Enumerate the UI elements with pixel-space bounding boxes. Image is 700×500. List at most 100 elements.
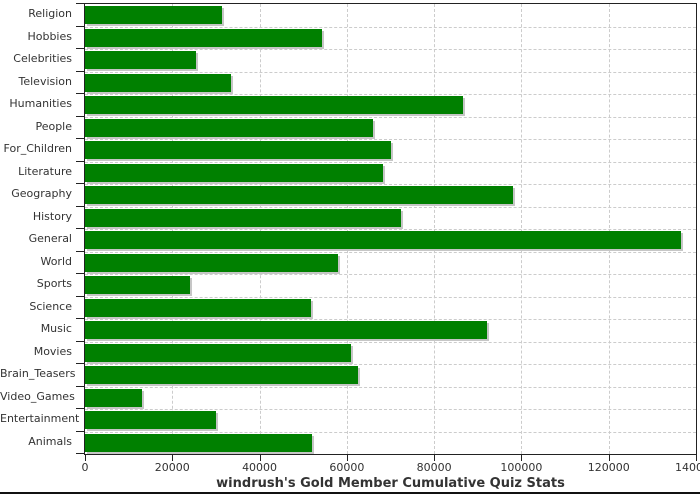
gridline-horizontal bbox=[85, 184, 696, 185]
bar-science bbox=[85, 298, 311, 317]
y-axis-tick bbox=[76, 48, 84, 49]
bar-celebrities bbox=[85, 51, 197, 69]
gridline-horizontal bbox=[85, 49, 696, 50]
bar-brain-teasers bbox=[85, 366, 358, 384]
x-axis-tick-label: 80000 bbox=[416, 461, 452, 474]
y-axis-label-history: History bbox=[32, 209, 72, 223]
y-axis-tick bbox=[76, 25, 84, 27]
gridline-horizontal bbox=[85, 364, 696, 365]
bar-people bbox=[85, 118, 374, 137]
bar-literature bbox=[85, 163, 383, 182]
gridline-horizontal bbox=[85, 71, 696, 73]
y-axis-tick bbox=[76, 453, 84, 454]
y-axis-label-geography: Geography bbox=[11, 187, 72, 201]
bar-animals bbox=[85, 433, 312, 452]
gridline-horizontal bbox=[85, 161, 696, 163]
gridline-horizontal bbox=[85, 341, 696, 343]
x-axis-tick-label: 140000 bbox=[675, 461, 700, 474]
bar-general bbox=[85, 231, 681, 249]
y-axis-label-science: Science bbox=[29, 299, 72, 313]
bar-humanities bbox=[85, 96, 463, 114]
x-axis-tick bbox=[172, 455, 174, 461]
x-axis-tick bbox=[346, 455, 348, 461]
y-axis-tick bbox=[76, 363, 84, 364]
y-axis-label-television: Television bbox=[18, 74, 73, 88]
gridline-horizontal bbox=[85, 296, 696, 298]
x-axis-tick bbox=[85, 455, 86, 461]
y-axis-tick bbox=[76, 70, 84, 72]
x-axis-tick-label: 100000 bbox=[500, 461, 543, 474]
chart-title: windrush's Gold Member Cumulative Quiz S… bbox=[216, 476, 565, 491]
y-axis-label-movies: Movies bbox=[33, 344, 72, 358]
bar-television bbox=[85, 73, 232, 92]
bar-entertainment bbox=[85, 411, 216, 429]
gridline-horizontal bbox=[85, 206, 696, 208]
y-axis-label-people: People bbox=[35, 119, 72, 133]
y-axis-label-video-games: Video_Games bbox=[0, 389, 75, 403]
gridline-horizontal bbox=[85, 139, 696, 140]
y-axis-tick bbox=[76, 228, 84, 229]
x-axis-tick-label: 0 bbox=[81, 461, 89, 474]
gridline-horizontal bbox=[85, 386, 696, 388]
bar-hobbies bbox=[85, 28, 322, 47]
bar-history bbox=[85, 208, 402, 227]
y-axis-tick bbox=[76, 138, 84, 139]
x-axis-tick bbox=[608, 455, 610, 461]
y-axis-tick bbox=[76, 318, 84, 319]
y-axis-tick bbox=[76, 295, 84, 297]
gridline-horizontal bbox=[85, 94, 696, 95]
y-axis-tick bbox=[76, 408, 84, 409]
gridline-horizontal bbox=[85, 116, 696, 118]
x-axis-tick bbox=[259, 455, 261, 461]
x-axis-tick-label: 40000 bbox=[242, 461, 278, 474]
gridline-horizontal bbox=[85, 431, 696, 433]
gridline-horizontal bbox=[85, 229, 696, 230]
y-axis-label-entertainment: Entertainment bbox=[0, 412, 80, 426]
gridline-horizontal bbox=[85, 319, 696, 320]
x-axis-tick bbox=[521, 455, 523, 461]
y-axis-tick bbox=[76, 385, 84, 387]
bar-video-games bbox=[85, 388, 142, 407]
y-axis-label-brain-teasers: Brain_Teasers bbox=[0, 367, 76, 381]
y-axis-label-animals: Animals bbox=[28, 434, 72, 448]
plot-area bbox=[84, 3, 697, 455]
y-axis-tick bbox=[76, 205, 84, 207]
gridline-horizontal bbox=[85, 26, 696, 28]
x-axis-tick-label: 120000 bbox=[587, 461, 630, 474]
gridline-horizontal bbox=[85, 274, 696, 275]
y-axis-tick bbox=[76, 3, 84, 4]
bar-sports bbox=[85, 276, 190, 294]
gridline-horizontal bbox=[85, 409, 696, 410]
x-axis-tick-label: 20000 bbox=[154, 461, 190, 474]
y-axis-tick bbox=[76, 340, 84, 342]
y-axis-label-religion: Religion bbox=[28, 7, 72, 21]
y-axis-label-for-children: For_Children bbox=[3, 142, 72, 156]
bottom-separator bbox=[0, 492, 700, 494]
bar-world bbox=[85, 253, 339, 272]
y-axis-tick bbox=[76, 115, 84, 117]
y-axis-label-literature: Literature bbox=[18, 164, 72, 178]
x-axis-tick bbox=[434, 455, 436, 461]
y-axis-label-general: General bbox=[28, 232, 72, 246]
gridline-horizontal bbox=[85, 251, 696, 253]
y-axis-label-humanities: Humanities bbox=[9, 97, 72, 111]
y-axis-label-hobbies: Hobbies bbox=[27, 29, 72, 43]
bar-geography bbox=[85, 186, 513, 204]
y-axis-tick bbox=[76, 183, 84, 184]
bar-music bbox=[85, 321, 487, 339]
y-axis-label-world: World bbox=[40, 254, 72, 268]
bar-religion bbox=[85, 6, 223, 24]
y-axis-label-music: Music bbox=[40, 322, 72, 336]
x-axis-tick bbox=[696, 455, 697, 461]
y-axis-label-sports: Sports bbox=[36, 277, 72, 291]
y-axis-label-celebrities: Celebrities bbox=[13, 52, 72, 66]
bar-movies bbox=[85, 343, 352, 362]
y-axis-tick bbox=[76, 250, 84, 252]
x-axis-tick-label: 60000 bbox=[329, 461, 365, 474]
y-axis-tick bbox=[76, 160, 84, 162]
bar-for-children bbox=[85, 141, 391, 159]
y-axis-tick bbox=[76, 273, 84, 274]
y-axis-tick bbox=[76, 93, 84, 94]
y-axis-tick bbox=[76, 430, 84, 432]
